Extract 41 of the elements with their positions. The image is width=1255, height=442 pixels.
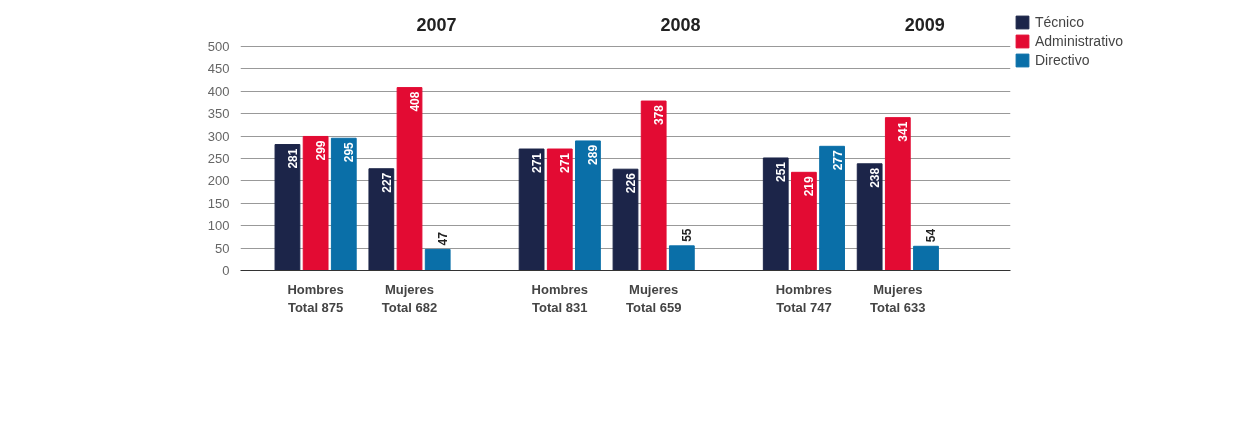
data-label: 271	[530, 152, 545, 174]
data-label: 47	[436, 231, 451, 246]
data-label: 341	[896, 121, 911, 142]
data-label: 408	[408, 91, 423, 112]
x-tick-label: Hombres Total 831	[531, 281, 588, 315]
y-tick-label: 50	[215, 240, 230, 256]
x-tick-label: Hombres Total 747	[775, 281, 833, 315]
legend-label: Administrativo	[1035, 33, 1123, 49]
y-tick-label: 0	[222, 263, 230, 278]
data-label: 54	[924, 228, 939, 243]
legend-label: Directivo	[1035, 52, 1090, 68]
data-label: 281	[285, 148, 300, 169]
x-tick-label: Mujeres Total 659	[625, 281, 682, 315]
data-label: 378	[652, 104, 667, 126]
x-tick-label: Hombres Total 875	[287, 281, 344, 315]
data-label: 227	[379, 172, 394, 193]
y-tick-label: 200	[207, 173, 230, 189]
y-tick-label: 250	[207, 150, 230, 166]
text: 2009	[904, 14, 945, 35]
data-label: 238	[868, 167, 883, 188]
data-label: 251	[774, 161, 789, 182]
data-label: 299	[314, 140, 329, 161]
data-label: 219	[802, 176, 817, 197]
y-tick-label: 500	[207, 38, 230, 54]
data-label: 277	[830, 150, 845, 171]
y-tick-label: 300	[207, 128, 230, 144]
text: 2007	[416, 14, 457, 35]
data-label: 271	[558, 152, 573, 174]
y-tick-label: 150	[207, 195, 230, 211]
y-tick-label: 400	[207, 83, 230, 99]
data-label: 295	[342, 141, 357, 163]
text: 2008	[660, 14, 701, 35]
y-tick-label: 450	[207, 61, 230, 77]
x-tick-label: Mujeres Total 682	[381, 281, 438, 315]
legend-label: Técnico	[1035, 14, 1085, 30]
data-label: 289	[586, 144, 601, 165]
x-tick-label: Mujeres Total 633	[870, 281, 926, 315]
y-tick-label: 350	[207, 106, 230, 122]
data-label: 226	[624, 172, 638, 194]
y-tick-label: 100	[207, 218, 230, 234]
data-label: 55	[680, 228, 695, 242]
